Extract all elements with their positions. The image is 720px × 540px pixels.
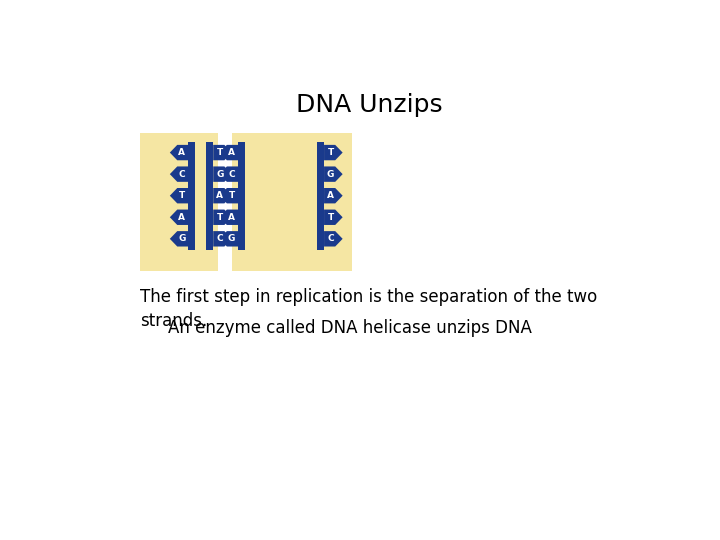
Bar <box>238 142 245 249</box>
Bar <box>195 215 206 220</box>
Text: T: T <box>328 213 333 222</box>
Text: G: G <box>228 234 235 244</box>
Text: G: G <box>216 170 223 179</box>
Text: G: G <box>179 234 186 244</box>
Bar <box>245 215 251 220</box>
Text: An enzyme called DNA helicase unzips DNA: An enzyme called DNA helicase unzips DNA <box>168 319 531 337</box>
FancyBboxPatch shape <box>232 132 352 271</box>
Text: T: T <box>228 191 235 200</box>
Polygon shape <box>324 145 343 160</box>
Text: A: A <box>179 148 186 157</box>
Bar <box>312 237 317 241</box>
Polygon shape <box>324 231 343 247</box>
Bar <box>312 215 317 220</box>
Polygon shape <box>213 210 232 225</box>
Text: C: C <box>228 170 235 179</box>
Text: A: A <box>179 213 186 222</box>
Polygon shape <box>213 166 232 182</box>
Polygon shape <box>324 210 343 225</box>
Polygon shape <box>170 145 189 160</box>
Polygon shape <box>220 166 238 182</box>
Polygon shape <box>170 188 189 204</box>
Polygon shape <box>170 210 189 225</box>
Polygon shape <box>220 231 238 247</box>
Bar <box>195 237 206 241</box>
FancyBboxPatch shape <box>140 132 218 271</box>
Polygon shape <box>213 231 232 247</box>
Bar <box>312 172 317 177</box>
Text: T: T <box>217 148 223 157</box>
Text: G: G <box>327 170 334 179</box>
Bar <box>312 150 317 155</box>
Text: DNA Unzips: DNA Unzips <box>296 93 442 117</box>
Bar <box>206 142 213 249</box>
Text: C: C <box>328 234 334 244</box>
Text: C: C <box>217 234 223 244</box>
Bar <box>189 142 195 249</box>
Polygon shape <box>220 145 238 160</box>
Text: A: A <box>216 191 223 200</box>
Text: T: T <box>328 148 333 157</box>
Text: C: C <box>179 170 185 179</box>
Text: A: A <box>228 213 235 222</box>
Bar <box>245 172 251 177</box>
Polygon shape <box>170 166 189 182</box>
Polygon shape <box>324 166 343 182</box>
Text: A: A <box>327 191 334 200</box>
Bar <box>312 193 317 198</box>
Bar <box>195 193 206 198</box>
Bar <box>245 193 251 198</box>
Text: T: T <box>217 213 223 222</box>
Polygon shape <box>324 188 343 204</box>
Polygon shape <box>220 188 238 204</box>
Bar <box>317 142 324 249</box>
Polygon shape <box>213 145 232 160</box>
Text: The first step in replication is the separation of the two
strands.: The first step in replication is the sep… <box>140 288 598 330</box>
Bar <box>245 150 251 155</box>
Polygon shape <box>213 188 232 204</box>
Text: A: A <box>228 148 235 157</box>
Bar <box>195 172 206 177</box>
Polygon shape <box>220 210 238 225</box>
Text: T: T <box>179 191 185 200</box>
Bar <box>245 237 251 241</box>
Polygon shape <box>170 231 189 247</box>
Bar <box>195 150 206 155</box>
